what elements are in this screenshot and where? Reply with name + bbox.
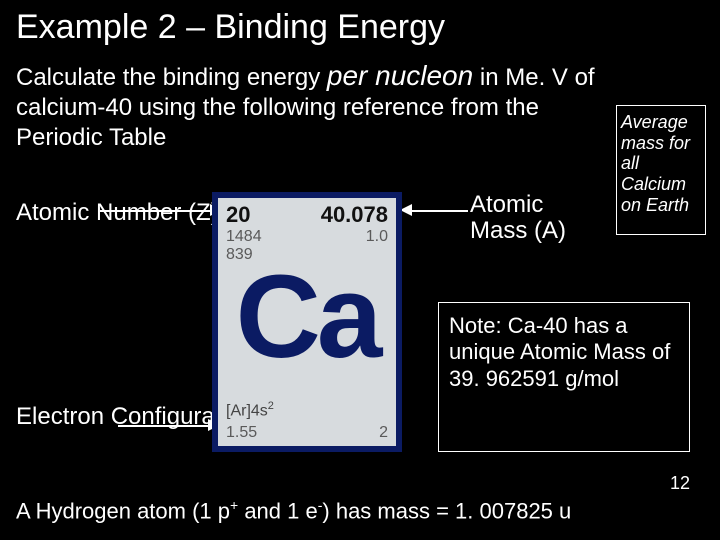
label-atomic-mass: Atomic Mass (A) bbox=[470, 192, 600, 245]
slide-title: Example 2 – Binding Energy bbox=[16, 8, 445, 47]
element-line1-right: 1.0 bbox=[366, 228, 388, 246]
note-text: Note: Ca-40 has a unique Atomic Mass of … bbox=[449, 313, 670, 391]
element-config-prefix: [Ar]4s bbox=[226, 402, 268, 419]
footnote-mid: and 1 e bbox=[238, 498, 318, 523]
prompt-prefix: Calculate the binding energy bbox=[16, 64, 327, 91]
arrow-line-icon bbox=[118, 425, 210, 427]
element-bottom-right: 2 bbox=[379, 424, 388, 442]
element-config: [Ar]4s2 bbox=[226, 400, 274, 420]
label-atomic-number: Atomic Number (Z) bbox=[16, 200, 219, 226]
element-config-sup: 2 bbox=[268, 400, 274, 412]
footnote-post: ) has mass = 1. 007825 u bbox=[322, 498, 571, 523]
element-z: 20 bbox=[226, 202, 250, 228]
slide: Example 2 – Binding Energy Calculate the… bbox=[0, 0, 720, 540]
prompt-per-nucleon: per nucleon bbox=[327, 60, 473, 91]
footnote: A Hydrogen atom (1 p+ and 1 e-) has mass… bbox=[16, 497, 571, 524]
average-mass-box: Average mass for all Calcium on Earth bbox=[616, 105, 706, 235]
element-mass: 40.078 bbox=[321, 202, 388, 228]
footnote-sup1: + bbox=[230, 497, 238, 513]
page-number: 12 bbox=[670, 473, 690, 494]
periodic-element-tile: 20 40.078 1484 1.0 839 Ca [Ar]4s2 1.55 2 bbox=[212, 192, 402, 452]
arrow-line-icon bbox=[100, 210, 212, 212]
footnote-pre: A Hydrogen atom (1 p bbox=[16, 498, 230, 523]
element-bottom-left: 1.55 bbox=[226, 424, 257, 442]
arrow-line-icon bbox=[410, 210, 468, 212]
element-line1-left: 1484 bbox=[226, 228, 262, 246]
element-symbol: Ca bbox=[218, 253, 396, 383]
element-inner: 20 40.078 1484 1.0 839 Ca [Ar]4s2 1.55 2 bbox=[218, 198, 396, 446]
note-box: Note: Ca-40 has a unique Atomic Mass of … bbox=[438, 302, 690, 452]
prompt-text: Calculate the binding energy per nucleon… bbox=[16, 58, 616, 153]
average-mass-text: Average mass for all Calcium on Earth bbox=[621, 112, 690, 215]
